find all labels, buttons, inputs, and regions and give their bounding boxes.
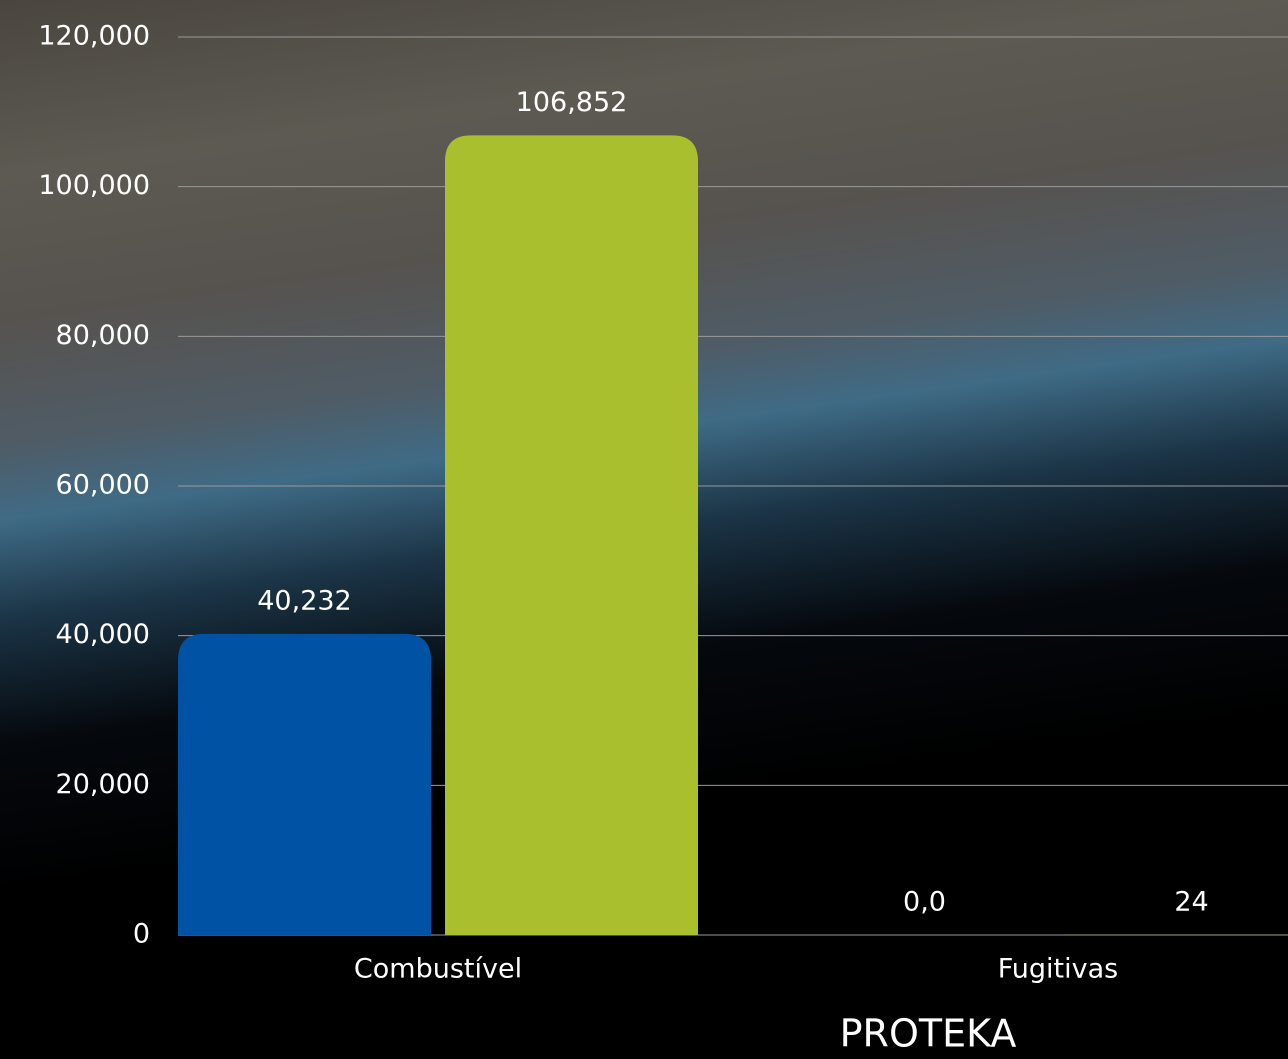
bar xyxy=(445,135,698,935)
brand-annotation: PROTEKA xyxy=(840,1012,1017,1056)
y-tick-label: 40,000 xyxy=(56,619,150,650)
y-tick-label: 100,000 xyxy=(38,170,150,201)
x-tick-label: Fugitivas xyxy=(998,954,1119,985)
value-label: 24 xyxy=(1174,886,1208,917)
value-label: 0,0 xyxy=(903,887,946,918)
y-tick-label: 60,000 xyxy=(56,470,150,501)
x-tick-label: Combustível xyxy=(354,954,522,985)
value-label: 106,852 xyxy=(516,87,628,118)
y-tick-label: 120,000 xyxy=(38,21,150,52)
y-tick-label: 20,000 xyxy=(56,769,150,800)
bar xyxy=(178,634,431,935)
y-tick-label: 0 xyxy=(133,919,150,950)
value-label: 40,232 xyxy=(257,585,351,616)
y-tick-label: 80,000 xyxy=(56,320,150,351)
chart: PROTEKA 0 20,000 40,000 60,000 80,000 100,000… xyxy=(0,0,1288,1059)
